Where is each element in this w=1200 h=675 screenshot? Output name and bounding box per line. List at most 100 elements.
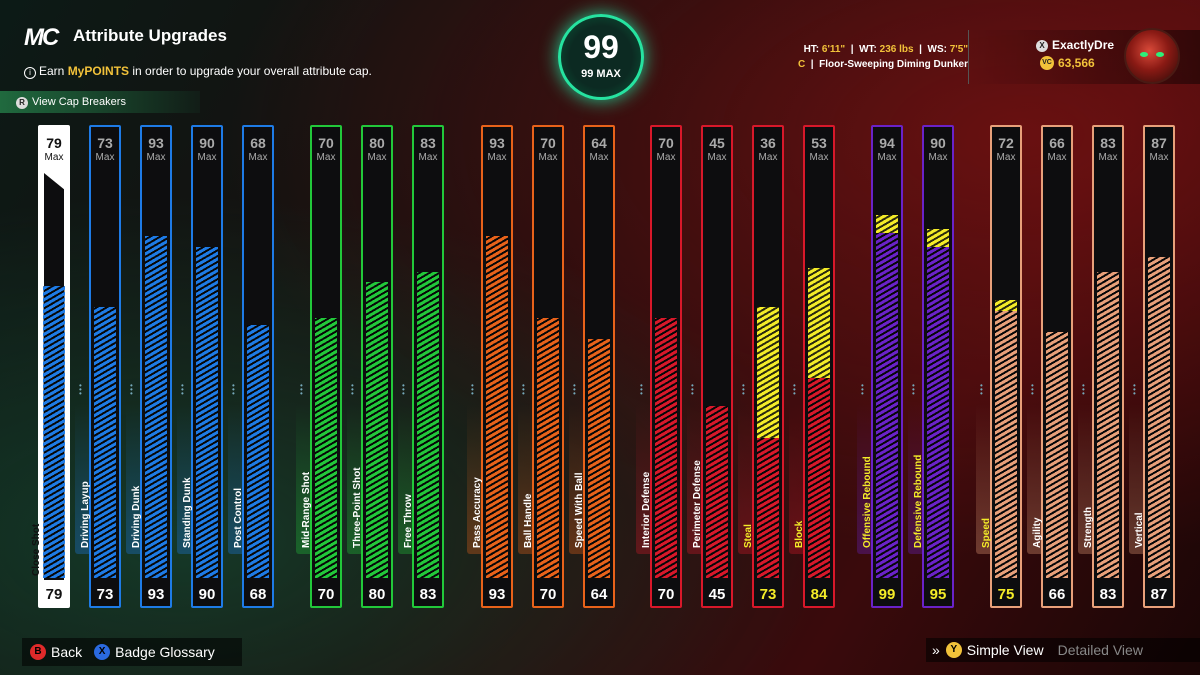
attribute-bar-standing-dunk[interactable]: 90 Max 90 Standing Dunk • • • bbox=[177, 125, 223, 608]
dots-icon: • • • bbox=[1031, 381, 1034, 398]
attribute-cap: 90 bbox=[930, 135, 946, 151]
attribute-bar-offensive-rebound[interactable]: 94 Max 99 Offensive Rebound • • • bbox=[857, 125, 903, 608]
attribute-fill bbox=[537, 317, 559, 578]
footer-left: B Back X Badge Glossary bbox=[22, 638, 242, 666]
upgrade-fill bbox=[757, 307, 779, 439]
chevron-right-icon: » bbox=[932, 642, 940, 658]
attribute-label: Strength bbox=[1078, 404, 1094, 554]
attribute-bar-steal[interactable]: 36 Max 73 Steal • • • bbox=[738, 125, 784, 608]
attribute-fill bbox=[655, 317, 677, 578]
attribute-label: Speed bbox=[976, 404, 992, 554]
attribute-bar-mid-range-shot[interactable]: 70 Max 70 Mid-Range Shot • • • bbox=[296, 125, 342, 608]
max-label: Max bbox=[197, 152, 217, 163]
max-label: Max bbox=[1149, 152, 1169, 163]
attribute-cap: 79 bbox=[46, 135, 62, 151]
attribute-cap: 70 bbox=[658, 135, 674, 151]
dots-icon: • • • bbox=[912, 381, 915, 398]
attribute-bar-driving-layup[interactable]: 73 Max 73 Driving Layup • • • bbox=[75, 125, 121, 608]
attribute-value: 90 bbox=[198, 586, 216, 603]
max-label: Max bbox=[538, 152, 558, 163]
attribute-label: Steal bbox=[738, 404, 754, 554]
attribute-fill bbox=[315, 317, 337, 578]
attribute-fill bbox=[757, 438, 779, 578]
attribute-bar-interior-defense[interactable]: 70 Max 70 Interior Defense • • • bbox=[636, 125, 682, 608]
overall-badge: 99 99 MAX bbox=[558, 14, 644, 100]
attribute-bar-post-control[interactable]: 68 Max 68 Post Control • • • bbox=[228, 125, 274, 608]
attribute-bar-agility[interactable]: 66 Max 66 Agility • • • bbox=[1027, 125, 1073, 608]
dots-icon: • • • bbox=[181, 381, 184, 398]
attribute-label: Driving Dunk bbox=[126, 404, 142, 554]
attribute-value: 95 bbox=[929, 586, 947, 603]
attribute-label: Vertical bbox=[1129, 404, 1145, 554]
attribute-fill bbox=[1148, 257, 1170, 578]
simple-view-button[interactable]: Simple View bbox=[966, 642, 1044, 658]
max-label: Max bbox=[877, 152, 897, 163]
max-label: Max bbox=[1098, 152, 1118, 163]
attribute-value: 73 bbox=[96, 586, 114, 603]
dots-icon: • • • bbox=[79, 381, 82, 398]
attribute-cap: 80 bbox=[369, 135, 385, 151]
attribute-bar-defensive-rebound[interactable]: 90 Max 95 Defensive Rebound • • • bbox=[908, 125, 954, 608]
attribute-bar-driving-dunk[interactable]: 93 Max 93 Driving Dunk • • • bbox=[126, 125, 172, 608]
dots-icon: • • • bbox=[691, 381, 694, 398]
xbox-icon: X bbox=[1036, 39, 1048, 52]
back-button[interactable]: Back bbox=[51, 644, 83, 660]
attribute-fill bbox=[247, 324, 269, 578]
attribute-bar-free-throw[interactable]: 83 Max 83 Free Throw • • • bbox=[398, 125, 444, 608]
attribute-cap: 83 bbox=[420, 135, 436, 151]
dots-icon: • • • bbox=[471, 381, 474, 398]
attribute-bar-perimeter-defense[interactable]: 45 Max 45 Perimeter Defense • • • bbox=[687, 125, 733, 608]
attribute-label: Agility bbox=[1027, 404, 1043, 554]
attribute-value: 93 bbox=[488, 586, 506, 603]
attribute-label: Three-Point Shot bbox=[347, 404, 363, 554]
attribute-value: 75 bbox=[997, 586, 1015, 603]
attribute-value: 70 bbox=[657, 586, 675, 603]
max-label: Max bbox=[316, 152, 336, 163]
attribute-bar-pass-accuracy[interactable]: 93 Max 93 Pass Accuracy • • • bbox=[467, 125, 513, 608]
player-archetype: Floor-Sweeping Diming Dunker bbox=[819, 59, 968, 70]
max-label: Max bbox=[248, 152, 268, 163]
attribute-bar-strength[interactable]: 83 Max 83 Strength • • • bbox=[1078, 125, 1124, 608]
attribute-fill bbox=[995, 310, 1017, 578]
max-label: Max bbox=[367, 152, 387, 163]
dots-icon: • • • bbox=[1082, 381, 1085, 398]
attribute-fill bbox=[1046, 331, 1068, 578]
attribute-cap: 45 bbox=[709, 135, 725, 151]
attribute-value: 73 bbox=[759, 586, 777, 603]
attribute-fill bbox=[486, 236, 508, 578]
attribute-bar-close-shot[interactable]: 79 Max 79 Close Shot bbox=[31, 125, 70, 608]
attribute-bar-block[interactable]: 53 Max 84 Block • • • bbox=[789, 125, 835, 608]
detailed-view-button[interactable]: Detailed View bbox=[1057, 642, 1143, 658]
attribute-cap: 93 bbox=[489, 135, 505, 151]
max-label: Max bbox=[656, 152, 676, 163]
attribute-label: Interior Defense bbox=[636, 404, 652, 554]
attribute-label: Speed With Ball bbox=[569, 404, 585, 554]
attribute-bar-speed-with-ball[interactable]: 64 Max 64 Speed With Ball • • • bbox=[569, 125, 615, 608]
max-label: Max bbox=[758, 152, 778, 163]
attribute-label: Ball Handle bbox=[518, 404, 534, 554]
attribute-label: Driving Layup bbox=[75, 404, 91, 554]
max-label: Max bbox=[146, 152, 166, 163]
dots-icon: • • • bbox=[232, 381, 235, 398]
max-label: Max bbox=[487, 152, 507, 163]
view-cap-breakers-button[interactable]: R View Cap Breakers bbox=[0, 91, 200, 113]
badge-glossary-button[interactable]: Badge Glossary bbox=[115, 644, 215, 660]
attribute-value: 70 bbox=[317, 586, 335, 603]
attribute-fill bbox=[588, 339, 610, 578]
info-icon: i bbox=[24, 67, 36, 79]
attribute-cap: 87 bbox=[1151, 135, 1167, 151]
dots-icon: • • • bbox=[640, 381, 643, 398]
upgrade-fill bbox=[927, 229, 949, 247]
attribute-bar-vertical[interactable]: 87 Max 87 Vertical • • • bbox=[1129, 125, 1175, 608]
max-label: Max bbox=[809, 152, 829, 163]
attribute-value: 83 bbox=[1099, 586, 1117, 603]
attribute-bar-ball-handle[interactable]: 70 Max 70 Ball Handle • • • bbox=[518, 125, 564, 608]
attribute-fill bbox=[145, 236, 167, 578]
max-label: Max bbox=[418, 152, 438, 163]
attribute-value: 87 bbox=[1150, 586, 1168, 603]
attribute-bar-speed[interactable]: 72 Max 75 Speed • • • bbox=[976, 125, 1022, 608]
attribute-value: 64 bbox=[590, 586, 608, 603]
attribute-bar-three-point-shot[interactable]: 80 Max 80 Three-Point Shot • • • bbox=[347, 125, 393, 608]
attribute-fill bbox=[876, 232, 898, 578]
dots-icon: • • • bbox=[861, 381, 864, 398]
